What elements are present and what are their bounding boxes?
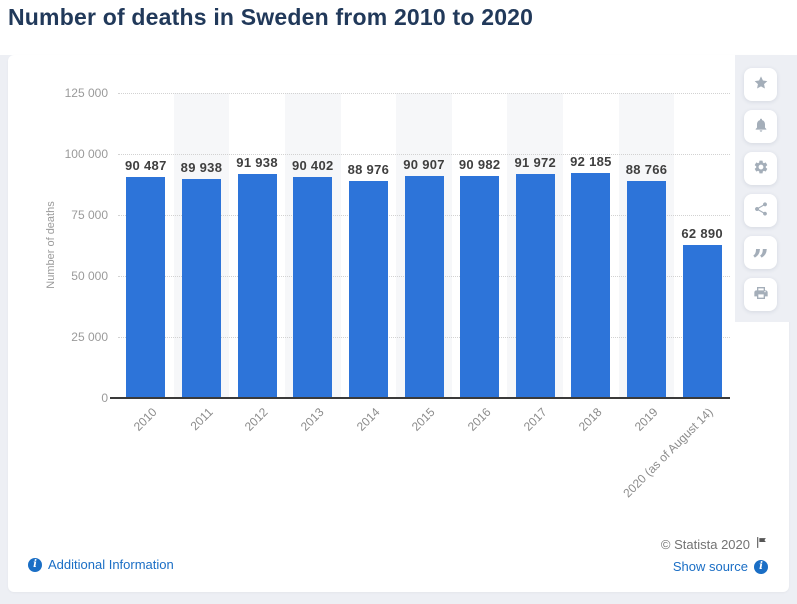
share-button[interactable] [744, 194, 777, 227]
x-tick-label: 2019 [631, 405, 661, 434]
x-tick-label: 2015 [409, 405, 438, 434]
x-axis: 2010 2011 2012 2013 2014 2015 2016 2017 2018 2019… [118, 405, 730, 525]
bar-value-label: 90 907 [403, 157, 445, 173]
bar-value-label: 89 938 [180, 159, 223, 175]
bar-value-label: 88 976 [347, 161, 390, 177]
info-icon: i [28, 557, 42, 572]
settings-button[interactable] [744, 152, 777, 185]
gridline [118, 153, 730, 155]
additional-information-label: Additional Information [48, 557, 174, 572]
x-tick-label: 2014 [353, 405, 383, 434]
print-button[interactable] [744, 278, 777, 311]
copyright-label: © Statista 2020 [660, 536, 750, 552]
bar-2019[interactable] [627, 181, 667, 398]
bar-2011[interactable] [181, 178, 221, 398]
bar-2017[interactable] [515, 173, 555, 398]
header: Number of deaths in Sweden from 2010 to … [0, 0, 797, 55]
bar-2014[interactable] [348, 180, 388, 398]
bar-2013[interactable] [293, 177, 333, 398]
share-icon [753, 201, 769, 220]
show-source-label: Show source [672, 559, 748, 574]
cite-button[interactable]: ” [744, 236, 777, 276]
bar-2020 (as of August 14)[interactable] [682, 244, 722, 398]
additional-information-link[interactable]: i Additional Information [28, 557, 174, 572]
info-icon: i [754, 559, 768, 574]
bar-value-label: 62 890 [681, 225, 723, 241]
bar-2012[interactable] [237, 173, 277, 398]
x-axis-line [110, 397, 730, 399]
notifications-button[interactable] [744, 110, 777, 143]
y-axis: 0 25 000 50 000 75 000 100 000 125 000 [20, 86, 108, 405]
bar-2010[interactable] [126, 177, 166, 398]
x-tick-label: 2018 [576, 405, 605, 434]
bar-value-label: 92 185 [570, 154, 612, 170]
show-source-link[interactable]: Show source i [673, 559, 768, 574]
star-icon [753, 75, 769, 94]
bar-2016[interactable] [460, 176, 500, 398]
bar-value-label: 90 982 [458, 157, 501, 172]
y-tick-label: 25 000 [71, 330, 108, 344]
y-tick-label: 75 000 [71, 208, 108, 222]
bar-value-label: 90 487 [125, 158, 167, 174]
copyright: © Statista 2020 [661, 536, 768, 552]
bar-value-label: 91 938 [236, 154, 278, 170]
y-tick-label: 125 000 [64, 86, 108, 100]
bar-value-label: 90 402 [291, 158, 334, 174]
gridline [118, 92, 730, 94]
gear-icon [753, 159, 769, 178]
x-tick-label: 2012 [242, 405, 271, 434]
bar-2018[interactable] [571, 173, 611, 398]
y-tick-label: 100 000 [64, 147, 108, 161]
y-tick-label: 0 [101, 391, 108, 405]
print-icon [753, 285, 769, 304]
favorite-button[interactable] [744, 68, 777, 101]
x-tick-label: 2016 [464, 405, 494, 434]
bell-icon [753, 117, 769, 136]
plot-area: 90 487 89 938 91 938 90 402 88 976 90 907 90 9… [118, 92, 730, 398]
page-title: Number of deaths in Sweden from 2010 to … [8, 4, 534, 30]
bar-value-label: 88 766 [625, 162, 668, 178]
y-tick-label: 50 000 [71, 269, 108, 283]
x-tick-label: 2011 [187, 405, 216, 434]
toolbar: ” [735, 55, 797, 322]
bar-2015[interactable] [404, 176, 444, 398]
bar-value-label: 91 972 [514, 154, 557, 170]
x-tick-label: 2017 [520, 405, 550, 434]
x-tick-label: 2010 [130, 405, 160, 434]
flag-icon[interactable] [755, 536, 768, 552]
x-tick-label: 2013 [297, 405, 327, 434]
